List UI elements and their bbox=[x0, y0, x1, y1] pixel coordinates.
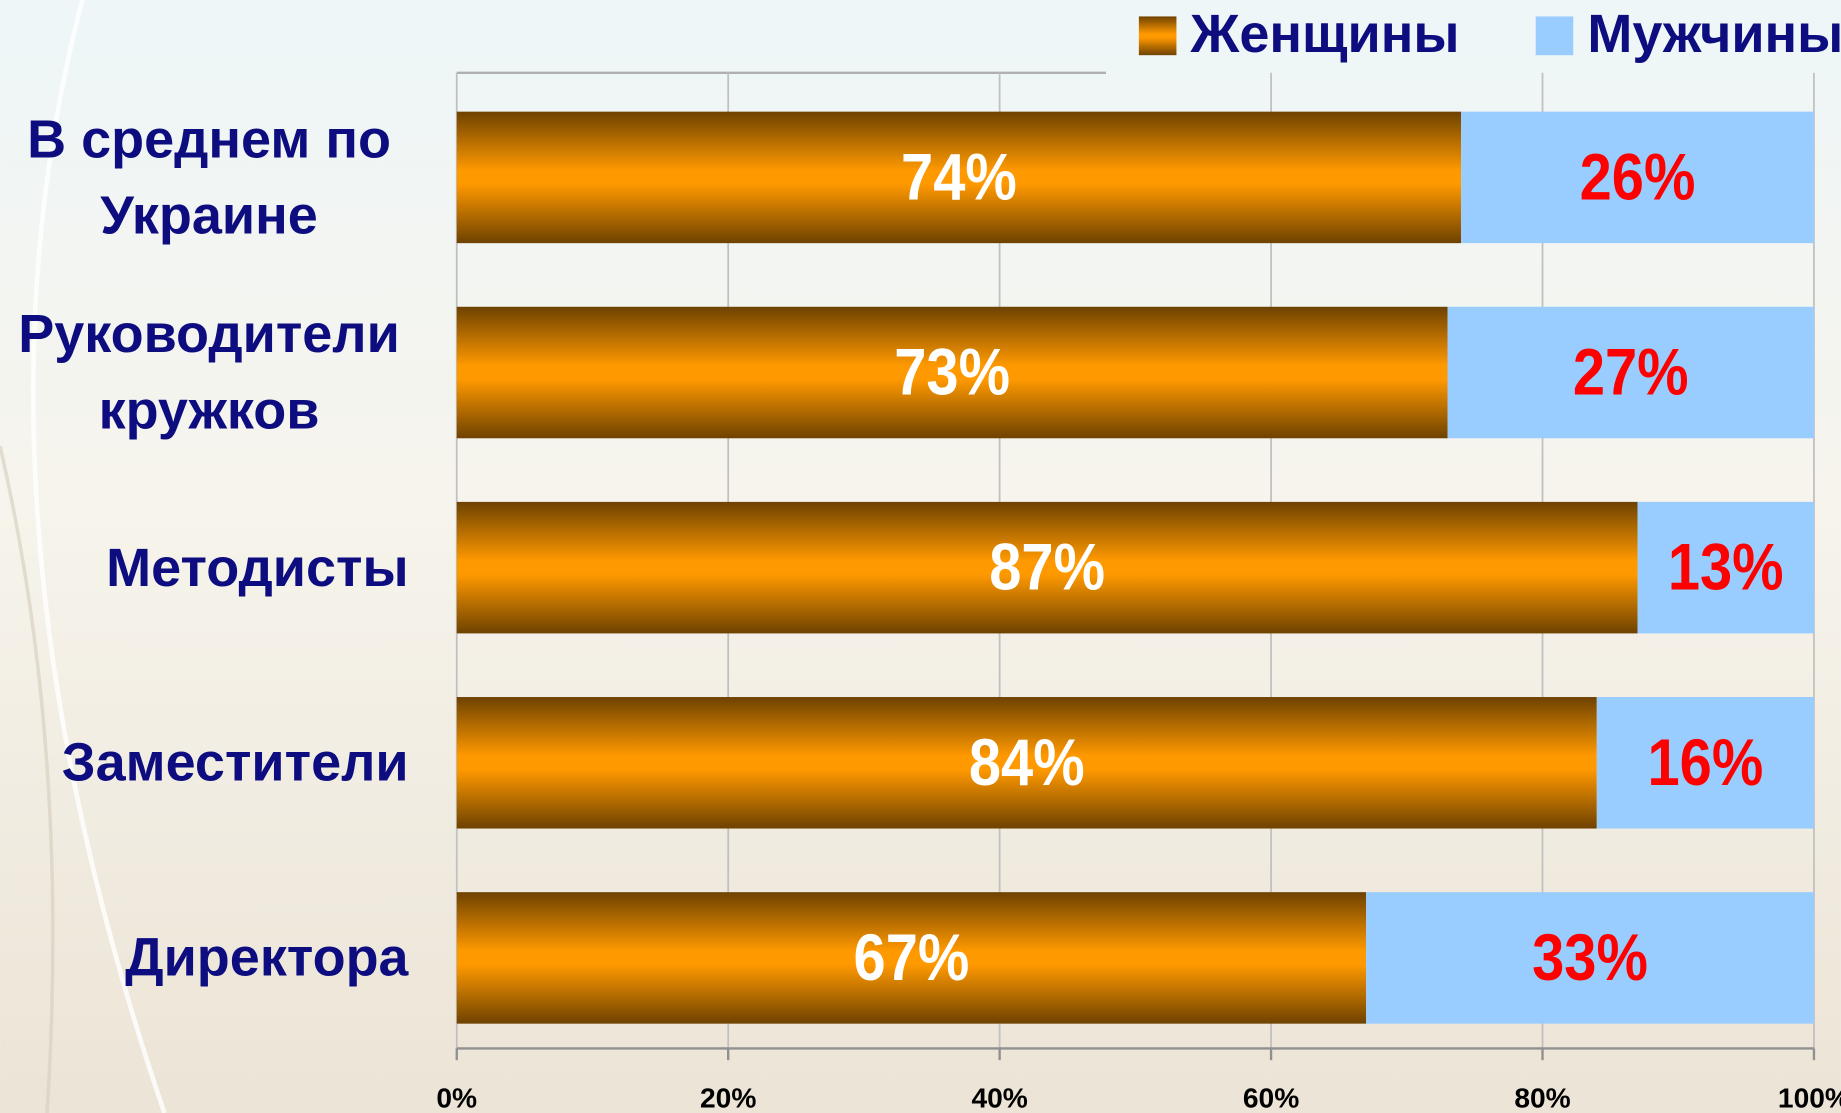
data-label: 27% bbox=[1573, 336, 1689, 409]
x-tick-label: 80% bbox=[1514, 1082, 1570, 1113]
bar-segment bbox=[456, 111, 1462, 244]
x-tick-label: 40% bbox=[971, 1082, 1027, 1113]
decor-arc bbox=[30, 0, 167, 1113]
category-label-wrap: В среднем по Украине bbox=[9, 95, 408, 259]
bar-segment bbox=[456, 306, 1448, 439]
x-tick-label: 60% bbox=[1243, 1082, 1299, 1113]
data-label: 67% bbox=[854, 922, 970, 995]
bar-segment bbox=[1447, 306, 1814, 439]
x-tick-label: 20% bbox=[700, 1082, 756, 1113]
decor-arc bbox=[0, 445, 55, 1113]
bar-segment bbox=[1461, 111, 1814, 244]
category-label: В среднем по Украине bbox=[27, 107, 391, 246]
bar-segment bbox=[1596, 697, 1814, 829]
category-label-box: В среднем по Украине bbox=[9, 95, 408, 259]
category-label-wrap: Директора bbox=[9, 876, 408, 1040]
bar-segment bbox=[1637, 501, 1814, 634]
data-label: 26% bbox=[1580, 141, 1696, 214]
bar-segment bbox=[1366, 892, 1814, 1024]
legend-swatch bbox=[1535, 16, 1574, 56]
category-label: Директора bbox=[125, 926, 409, 988]
category-label-box: Заместители bbox=[9, 681, 409, 845]
legend-label: Мужчины bbox=[1587, 4, 1841, 64]
category-label-box: Руководители кружков bbox=[9, 290, 408, 454]
data-label: 87% bbox=[989, 531, 1105, 604]
bar-segment bbox=[456, 697, 1597, 829]
data-label: 13% bbox=[1668, 531, 1784, 604]
x-tick-label: 0% bbox=[436, 1082, 477, 1113]
category-label-box: Директора bbox=[9, 876, 408, 1040]
bar-segment bbox=[456, 892, 1367, 1024]
data-label: 16% bbox=[1647, 726, 1763, 799]
x-tick-label: 100% bbox=[1778, 1082, 1841, 1113]
category-label-wrap: Методисты bbox=[9, 485, 408, 649]
category-label-wrap: Руководители кружков bbox=[9, 290, 408, 454]
category-label: Заместители bbox=[61, 731, 409, 793]
category-label: Руководители кружков bbox=[18, 302, 400, 441]
category-label: Методисты bbox=[106, 536, 409, 598]
data-label: 74% bbox=[901, 141, 1017, 214]
data-label: 33% bbox=[1532, 922, 1648, 995]
legend-swatch bbox=[1138, 16, 1177, 56]
bar-segment bbox=[456, 501, 1638, 634]
data-label: 84% bbox=[969, 726, 1085, 799]
legend-label: Женщины bbox=[1190, 4, 1460, 64]
category-label-box: Методисты bbox=[9, 485, 408, 649]
category-label-wrap: Заместители bbox=[9, 681, 409, 845]
data-label: 73% bbox=[894, 336, 1010, 409]
